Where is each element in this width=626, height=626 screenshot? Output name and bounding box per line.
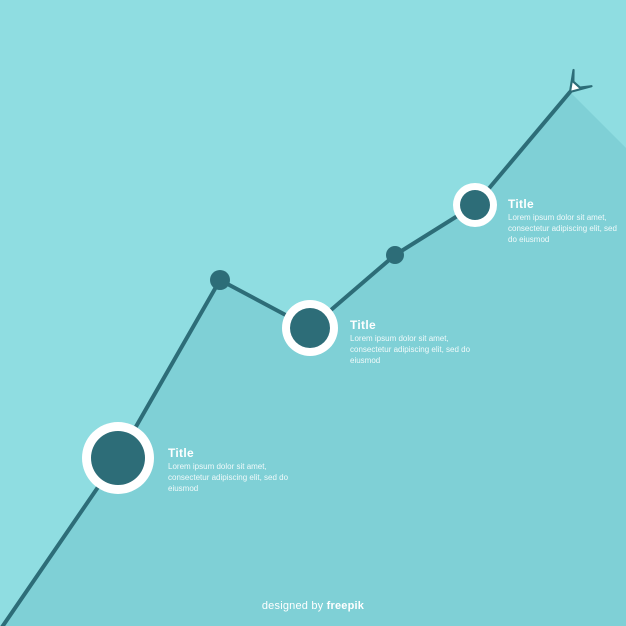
growth-line-svg xyxy=(0,0,626,626)
point-body: Lorem ipsum dolor sit amet, consectetur … xyxy=(350,334,490,366)
point-label: Title Lorem ipsum dolor sit amet, consect… xyxy=(168,446,308,494)
point-body: Lorem ipsum dolor sit amet, consectetur … xyxy=(508,213,626,245)
footer-brand: freepik xyxy=(327,600,364,612)
point-title: Title xyxy=(168,446,308,460)
footer-prefix: designed by xyxy=(262,600,327,612)
point-body: Lorem ipsum dolor sit amet, consectetur … xyxy=(168,462,308,494)
attribution-footer: designed by freepik xyxy=(0,600,626,612)
infographic-canvas: Title Lorem ipsum dolor sit amet, consect… xyxy=(0,0,626,626)
point-label: Title Lorem ipsum dolor sit amet, consect… xyxy=(350,318,490,366)
point-title: Title xyxy=(508,197,626,211)
point-label: Title Lorem ipsum dolor sit amet, consect… xyxy=(508,197,626,245)
point-title: Title xyxy=(350,318,490,332)
